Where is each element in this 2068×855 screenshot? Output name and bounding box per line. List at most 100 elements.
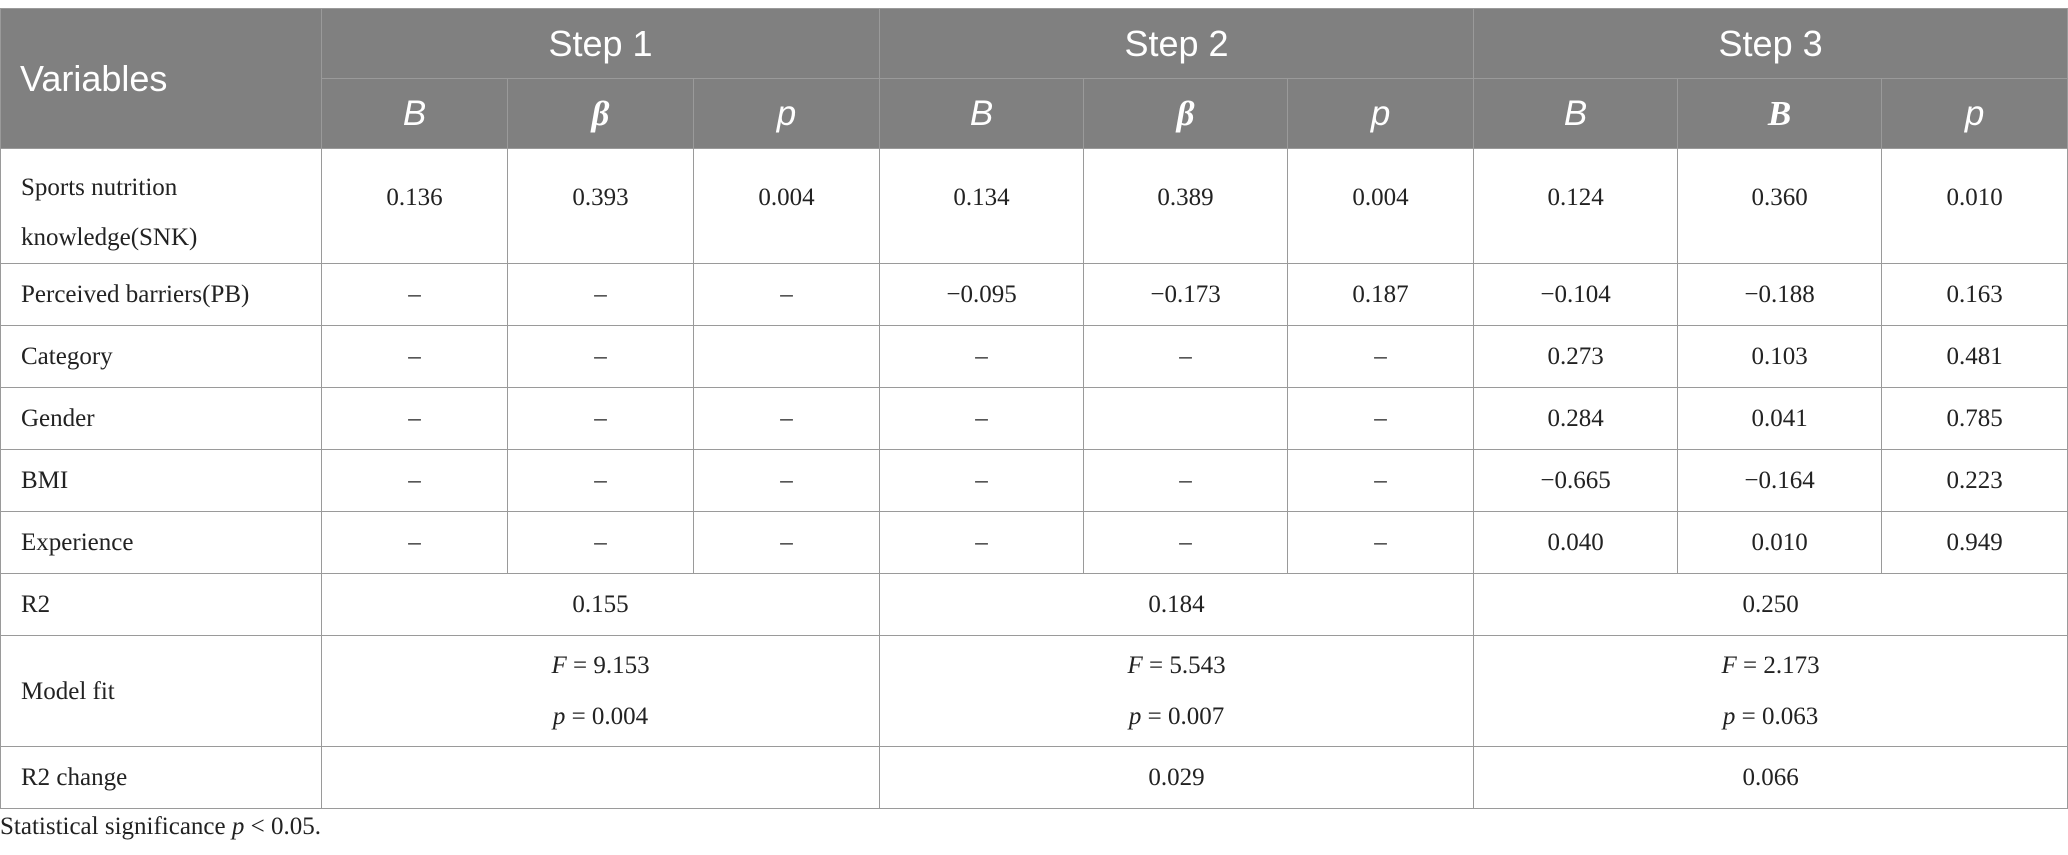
row-label: R2 (0, 573, 322, 636)
model-fit-cell: F = 5.543 p = 0.007 (879, 635, 1475, 747)
model-fit-cell: F = 2.173 p = 0.063 (1473, 635, 2068, 747)
p-statistic: p = 0.004 (322, 691, 879, 742)
step-1-header: Step 1 (320, 8, 881, 79)
table-cell: −0.188 (1677, 263, 1883, 326)
p-statistic: p = 0.007 (880, 691, 1473, 742)
table-cell: – (879, 325, 1085, 388)
footnote-prefix: Statistical significance (0, 813, 232, 840)
p-value: = 0.004 (571, 703, 649, 730)
table-cell: −0.104 (1473, 263, 1679, 326)
subheader-b: B (879, 78, 1085, 149)
table-cell: −0.095 (879, 263, 1085, 326)
table-cell: – (879, 449, 1085, 512)
table-row: Category – – – – – 0.273 0.103 0.481 (0, 325, 2068, 388)
table-cell: 0.273 (1473, 325, 1679, 388)
footnote-suffix: < 0.05. (244, 813, 321, 840)
table-cell: – (692, 511, 881, 574)
row-label: Gender (0, 387, 322, 450)
r2-change-value (320, 746, 881, 809)
table-cell: – (1287, 325, 1475, 388)
variables-header: Variables (0, 8, 322, 149)
r2-change-row: R2 change 0.029 0.066 (0, 746, 2068, 809)
r2-value: 0.155 (320, 573, 881, 636)
f-value: = 9.153 (572, 652, 650, 679)
subheader-beta: β (507, 78, 694, 149)
table-cell: 0.124 (1473, 148, 1679, 264)
subheader-beta: Β (1677, 78, 1883, 149)
subheader-beta: β (1083, 78, 1289, 149)
p-statistic: p = 0.063 (1474, 691, 2067, 742)
table-row: Experience – – – – – – 0.040 0.010 0.949 (0, 511, 2068, 574)
f-symbol: F (551, 652, 567, 679)
table-row: Gender – – – – – 0.284 0.041 0.785 (0, 387, 2068, 450)
p-symbol: p (552, 703, 566, 730)
row-label: R2 change (0, 746, 322, 809)
table-cell: – (507, 449, 694, 512)
table-body: Sports nutrition knowledge(SNK) 0.136 0.… (0, 148, 2068, 809)
table-row: BMI – – – – – – −0.665 −0.164 0.223 (0, 449, 2068, 512)
table-cell: – (1287, 511, 1475, 574)
table-cell: 0.481 (1881, 325, 2068, 388)
f-symbol: F (1721, 652, 1737, 679)
step-3-header: Step 3 (1473, 8, 2068, 79)
model-fit-row: Model fit F = 9.153 p = 0.004 F = 5.543 … (0, 635, 2068, 747)
table-cell: – (1287, 387, 1475, 450)
table-cell: 0.284 (1473, 387, 1679, 450)
table-footnote: Statistical significance p < 0.05. (0, 813, 321, 841)
r2-change-value: 0.066 (1473, 746, 2068, 809)
table-cell: – (1083, 325, 1289, 388)
p-value: = 0.007 (1147, 703, 1225, 730)
row-label: Model fit (0, 635, 322, 747)
table-cell: −0.164 (1677, 449, 1883, 512)
table-cell: – (507, 263, 694, 326)
f-statistic: F = 9.153 (322, 640, 879, 691)
table-cell: – (507, 387, 694, 450)
table-cell: 0.004 (1287, 148, 1475, 264)
table-cell: – (321, 387, 508, 450)
subheader-b: B (1473, 78, 1679, 149)
table-cell: 0.949 (1881, 511, 2068, 574)
row-label: BMI (0, 449, 322, 512)
table-cell: – (507, 325, 694, 388)
table-cell: 0.010 (1881, 148, 2068, 264)
table-cell: 0.004 (692, 148, 881, 264)
table-cell: 0.389 (1083, 148, 1289, 264)
r2-value: 0.250 (1473, 573, 2068, 636)
table-cell (1083, 387, 1289, 450)
f-symbol: F (1127, 652, 1143, 679)
subheader-p: p (692, 78, 881, 149)
table-cell: 0.223 (1881, 449, 2068, 512)
table-cell: 0.041 (1677, 387, 1883, 450)
row-label: Category (0, 325, 322, 388)
row-label: Sports nutrition knowledge(SNK) (0, 148, 322, 264)
row-label: Experience (0, 511, 322, 574)
table-cell: 0.103 (1677, 325, 1883, 388)
f-value: = 5.543 (1149, 652, 1226, 679)
table-cell: – (692, 263, 881, 326)
table-cell: 0.010 (1677, 511, 1883, 574)
table-cell: – (321, 263, 508, 326)
table-cell: −0.665 (1473, 449, 1679, 512)
table-cell: – (321, 449, 508, 512)
table-cell: 0.785 (1881, 387, 2068, 450)
table-header: Variables Step 1 Step 2 Step 3 B β p B β… (0, 8, 2068, 149)
f-statistic: F = 5.543 (880, 640, 1473, 691)
r2-change-value: 0.029 (879, 746, 1475, 809)
table-cell: 0.187 (1287, 263, 1475, 326)
table-cell: – (321, 511, 508, 574)
r2-row: R2 0.155 0.184 0.250 (0, 573, 2068, 636)
p-symbol: p (1722, 703, 1736, 730)
table-cell: – (1083, 449, 1289, 512)
p-symbol: p (1128, 703, 1142, 730)
table-cell: 0.040 (1473, 511, 1679, 574)
table-cell (692, 325, 881, 388)
table-cell: 0.136 (321, 148, 508, 264)
row-label: Perceived barriers(PB) (0, 263, 322, 326)
subheader-p: p (1881, 78, 2068, 149)
f-value: = 2.173 (1743, 652, 1820, 679)
table-cell: – (1083, 511, 1289, 574)
table-cell: – (692, 387, 881, 450)
table-cell: – (321, 325, 508, 388)
model-fit-cell: F = 9.153 p = 0.004 (320, 635, 881, 747)
subheader-b: B (321, 78, 508, 149)
